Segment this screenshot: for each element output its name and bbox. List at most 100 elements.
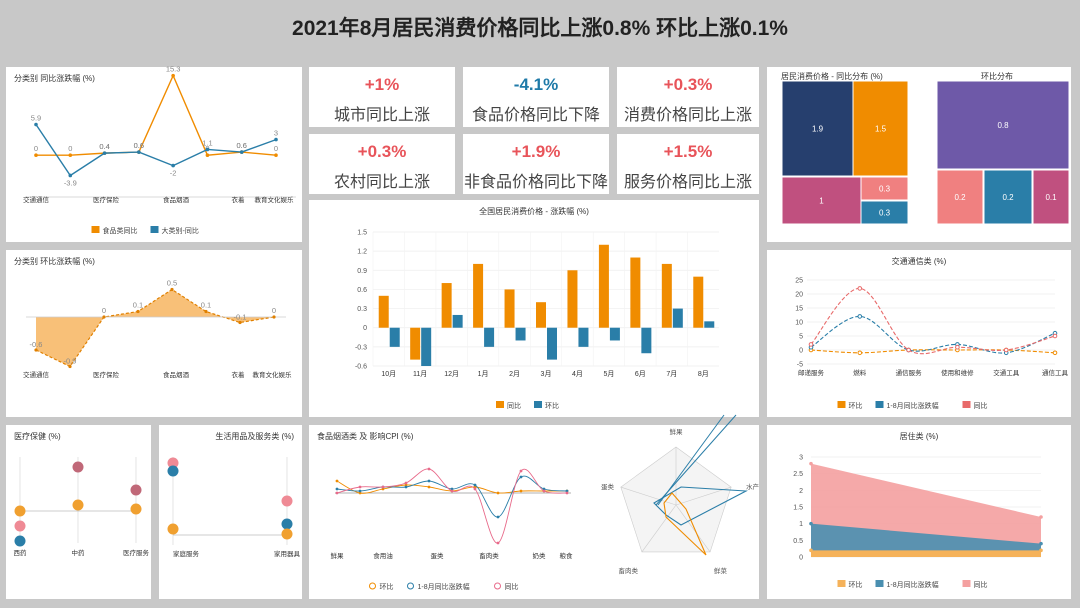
dot-marker (167, 523, 179, 535)
radar-overflow-line (657, 414, 725, 506)
y-tick-label: 0.3 (357, 306, 367, 313)
x-tick-label: 邮递服务 (798, 368, 825, 377)
x-tick-label: 家庭服务 (173, 549, 200, 558)
data-point (473, 487, 477, 491)
bar (704, 321, 715, 328)
series-line (36, 73, 277, 156)
bar (441, 283, 452, 328)
y-tick-label: -0.6 (355, 364, 367, 371)
x-tick-label: 教育文化娱乐 (253, 370, 293, 379)
x-tick-label: 中药 (72, 548, 86, 557)
legend-swatch (534, 401, 542, 408)
data-point (857, 314, 863, 319)
data-point (404, 481, 408, 485)
kpi-card-rural: +0.3% 农村同比上涨 (309, 134, 455, 194)
data-point (809, 461, 813, 466)
kpi-value: +1% (364, 75, 400, 94)
data-label: 0.6 (134, 141, 144, 150)
dot-marker (167, 465, 179, 477)
treemap-panel: 居民消费价格 - 同比分布 (%) 环比分布 1.9 1.5 1 0.3 0.3 0.8 0… (767, 67, 1071, 242)
y-tick-label: -5 (797, 362, 803, 369)
yoy-category-svg: 000.40.615.300.605.9-3.90.40.6-21.10.63交… (23, 65, 296, 235)
data-label: 5.9 (31, 114, 41, 123)
bar (672, 308, 683, 328)
bar (421, 327, 432, 366)
y-tick-label: 2 (799, 488, 803, 495)
data-point (808, 342, 814, 347)
kpi-value: -4.1% (513, 75, 559, 94)
y-tick-label: 10 (795, 320, 803, 327)
data-point (381, 487, 385, 491)
data-point (239, 150, 244, 154)
bar (693, 276, 704, 328)
legend-swatch (91, 226, 100, 233)
chart-title: 分类别 环比涨跌幅 (%) (14, 257, 95, 266)
y-tick-label: 25 (795, 278, 803, 285)
x-tick-label: 教育文化娱乐 (255, 195, 295, 204)
dot-marker (167, 457, 179, 469)
x-tick-label: 食品烟酒 (163, 370, 190, 379)
data-point (404, 485, 408, 489)
data-point (335, 491, 339, 495)
kpi-value: +0.3% (663, 75, 713, 94)
dot-marker (281, 518, 293, 530)
y-tick-label: 15 (795, 306, 803, 313)
bar (598, 244, 609, 328)
bar (473, 263, 484, 328)
bar (484, 327, 495, 347)
chart-title: 居民消费价格 - 同比分布 (%) (781, 72, 883, 81)
bar (452, 314, 463, 328)
kpi-card-city: +1% 城市同比上涨 (309, 67, 455, 127)
x-tick-label: 燃料 (853, 368, 867, 377)
x-tick-label: 6月 (635, 370, 646, 378)
x-tick-label: 8月 (698, 370, 709, 378)
radar-spoke (641, 504, 677, 553)
data-point (496, 541, 500, 545)
data-point (809, 548, 813, 553)
treemap-cell (936, 80, 1070, 170)
y-tick-label: 1.2 (357, 249, 367, 256)
data-point (34, 348, 38, 352)
data-point (450, 489, 454, 493)
dot-marker (281, 528, 293, 540)
data-point (68, 153, 73, 157)
bar (515, 327, 526, 341)
data-point (34, 153, 38, 157)
data-point (1003, 347, 1009, 353)
data-point (68, 364, 72, 369)
y-tick-label: 0 (363, 325, 367, 332)
data-point (171, 163, 175, 168)
legend-swatch (875, 401, 884, 408)
kpi-card-nonfood: +1.9% 非食品价格同比下降 (463, 134, 609, 194)
dot-marker (130, 503, 142, 515)
data-point (205, 147, 210, 152)
mom-category-svg: -0.6 -0.9 0 0.1 0.5 0.1 -0.1 0 交通通信 医疗保险 食品烟酒 衣着 教育文… (23, 279, 293, 380)
x-tick-label: 奶类 (533, 551, 547, 560)
data-label: 0 (34, 144, 38, 153)
data-point (274, 153, 278, 157)
radar-spoke (675, 504, 711, 553)
housing-chart: 居住类 (%) 3 2.5 2 1.5 1 0.5 0 环比 1-8月同比涨跌幅 同比 (767, 425, 1071, 599)
treemap-cell (860, 200, 909, 225)
data-point (358, 491, 362, 495)
data-point (427, 485, 431, 489)
data-label: 0.1 (133, 301, 143, 310)
national-cpi-chart: 全国居民消费价格 - 涨跌幅 (%) 1.5 1.2 0.9 0.6 0.3 0 -0.3 -… (309, 200, 759, 417)
kpi-value: +0.3% (357, 142, 407, 161)
bar (661, 263, 672, 328)
treemap-cell (852, 80, 909, 177)
x-tick-label: 通信工具 (1042, 368, 1069, 377)
legend-swatch (962, 580, 971, 587)
x-tick-label: 12月 (444, 370, 459, 378)
series-line (810, 349, 1056, 354)
x-tick-label: 5月 (603, 370, 614, 378)
dot-marker (14, 505, 26, 517)
treemap-cell (983, 169, 1033, 225)
legend-swatch (875, 580, 884, 587)
x-tick-label: 2月 (509, 370, 520, 378)
bar (410, 327, 421, 360)
treemap-label: 0.2 (954, 193, 966, 202)
data-label: 0.4 (99, 142, 109, 151)
legend-swatch (837, 580, 846, 587)
data-label: 0.6 (236, 141, 246, 150)
